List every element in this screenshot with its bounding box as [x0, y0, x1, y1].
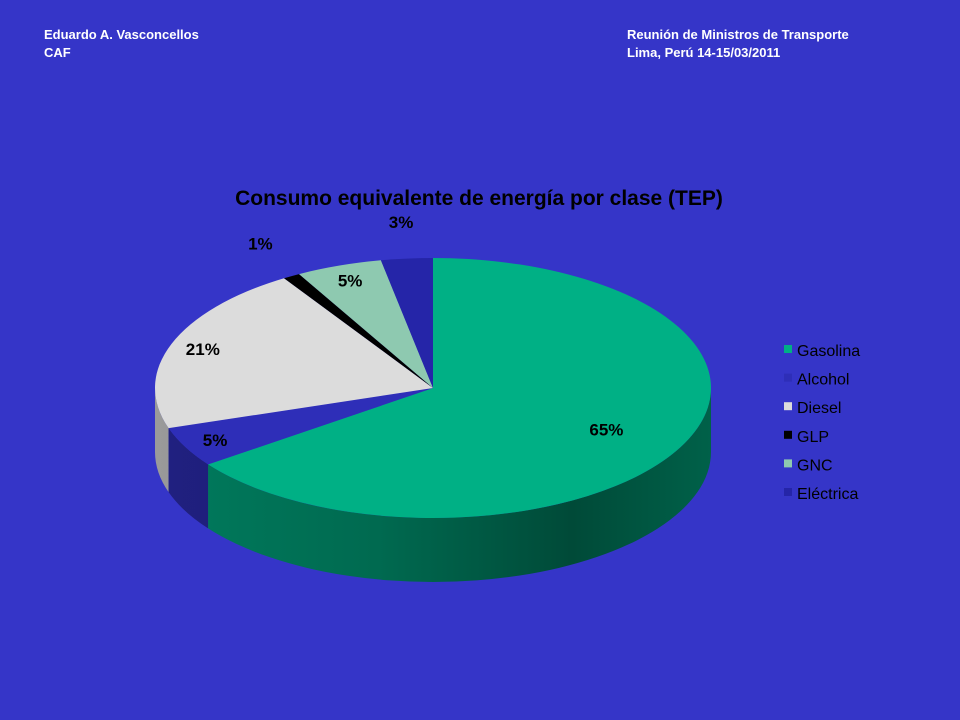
legend-label-diesel: Diesel — [797, 400, 841, 417]
legend-label-alcohol: Alcohol — [797, 372, 849, 389]
legend-swatch-gasolina — [784, 345, 792, 353]
pie-side-diesel — [155, 388, 169, 493]
legend-label-glp: GLP — [797, 429, 829, 446]
legend-swatch-alcohol — [784, 373, 792, 382]
data-label-glp: 1% — [248, 234, 273, 253]
legend-swatch-gnc — [784, 459, 792, 468]
header-right: Reunión de Ministros de Transporte Lima,… — [627, 26, 849, 62]
pie-side-gasolina — [208, 388, 712, 582]
data-label-alcohol: 5% — [203, 431, 228, 450]
pie-data-labels: 65% 5% 21% 1% 5% 3% — [186, 213, 624, 450]
author-name: Eduardo A. Vasconcellos — [44, 27, 199, 42]
event-place-date: Lima, Perú 14-15/03/2011 — [627, 45, 781, 60]
chart-title: Consumo equivalente de energía por clase… — [235, 187, 723, 210]
pie-slice-gasolina — [208, 258, 712, 519]
data-label-gasolina: 65% — [589, 420, 623, 439]
chart-legend: Gasolina Alcohol Diesel GLP GNC Eléctrica — [784, 343, 860, 503]
pie-slice-alcohol — [168, 388, 433, 465]
data-label-gnc: 5% — [338, 271, 363, 290]
legend-swatch-diesel — [784, 402, 792, 411]
legend-label-electrica: Eléctrica — [797, 486, 858, 503]
legend-swatch-electrica — [784, 488, 792, 496]
legend-label-gasolina: Gasolina — [797, 343, 860, 360]
pie-slice-glp — [284, 274, 433, 388]
pie-slices — [154, 258, 712, 582]
legend-swatch-glp — [784, 430, 792, 439]
pie-slice-electrica — [380, 258, 433, 388]
data-label-diesel: 21% — [186, 340, 220, 359]
pie-side-alcohol — [168, 428, 209, 529]
pie-slice-diesel — [154, 278, 433, 429]
event-name: Reunión de Ministros de Transporte — [627, 27, 849, 42]
header-left: Eduardo A. Vasconcellos CAF — [44, 26, 199, 62]
pie-slice-gnc — [299, 260, 433, 388]
organization: CAF — [44, 45, 71, 60]
data-label-electrica: 3% — [389, 213, 414, 232]
legend-label-gnc: GNC — [797, 457, 833, 474]
